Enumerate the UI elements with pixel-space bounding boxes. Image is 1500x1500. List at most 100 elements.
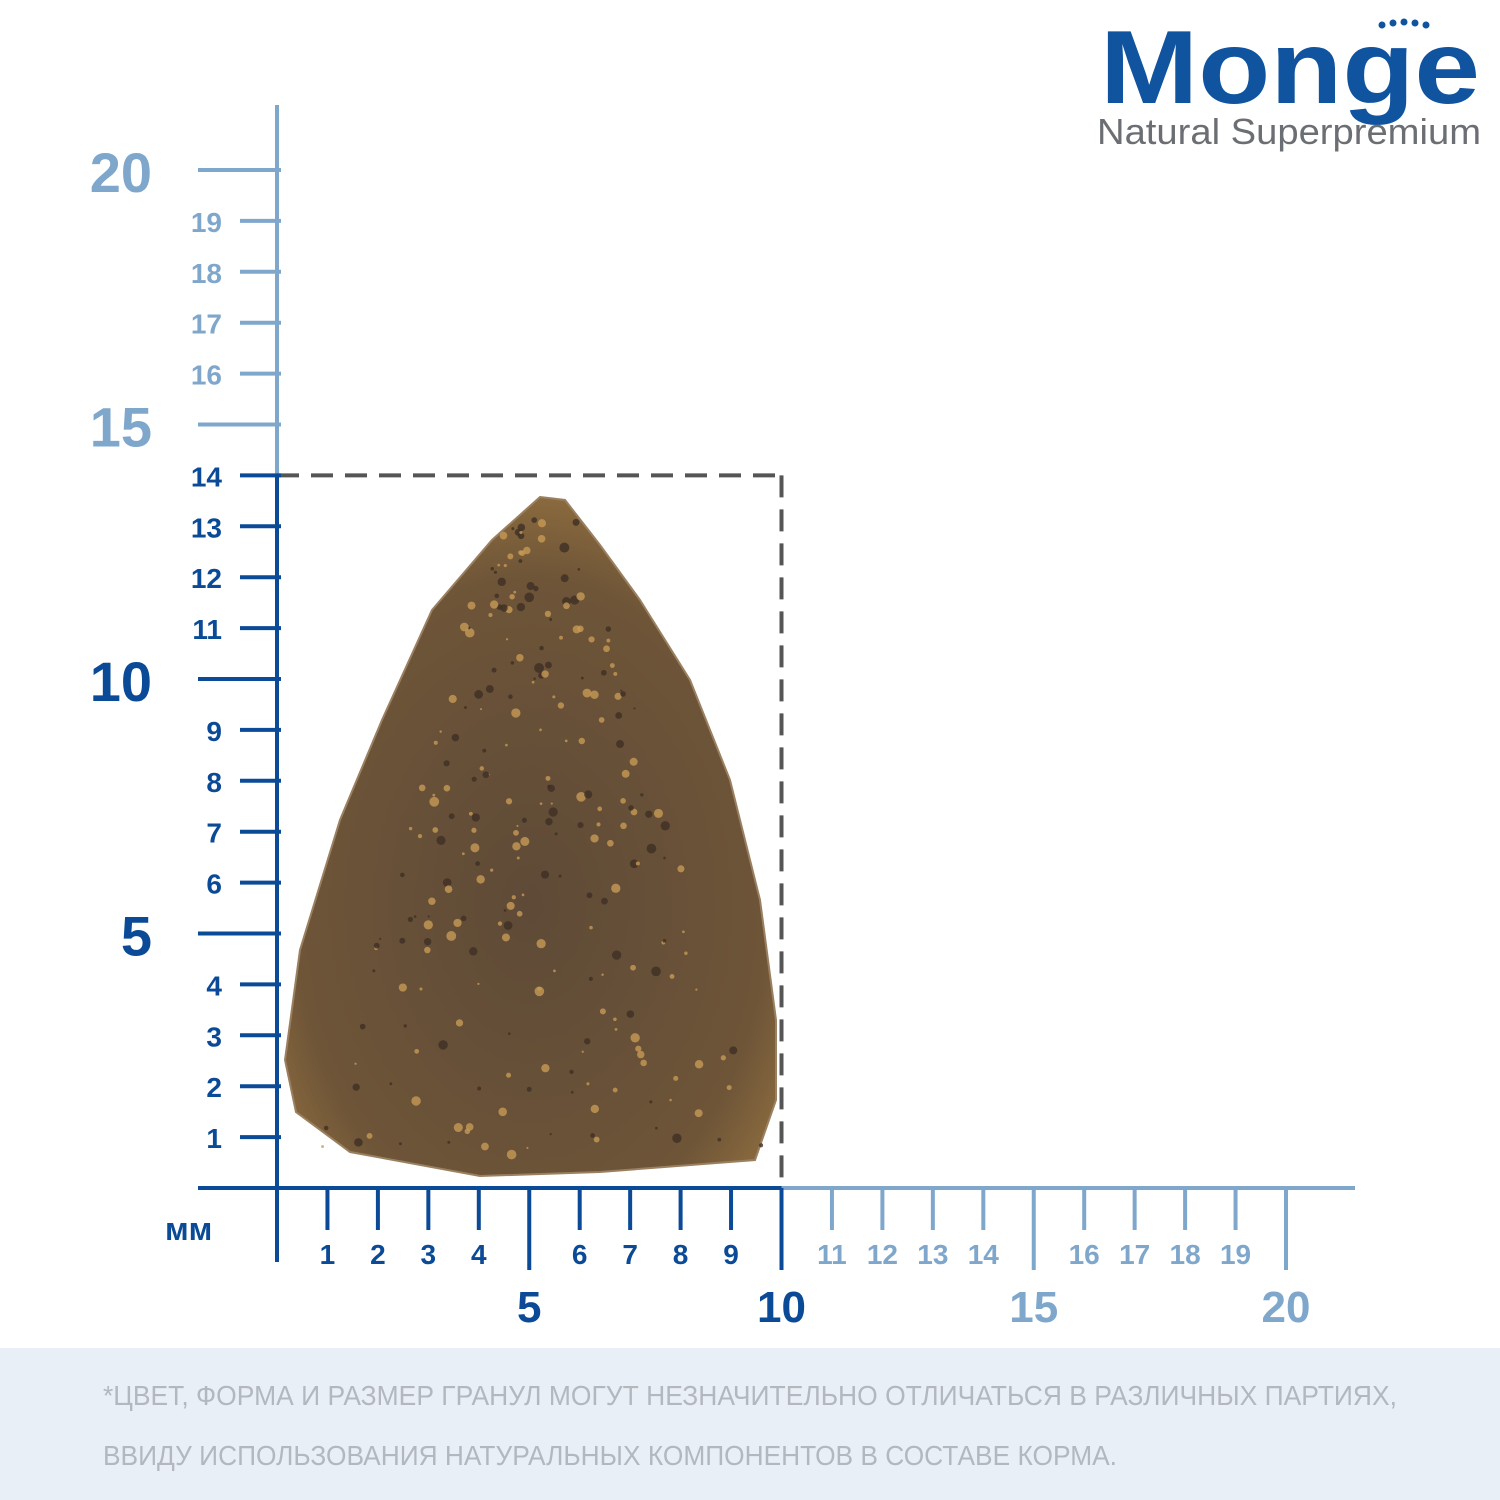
speckle [672,1133,682,1143]
speckle [505,1072,512,1078]
y-tick-label: 15 [90,396,152,459]
speckle [581,1050,584,1053]
brand: Monge [1100,10,1480,126]
speckle [506,901,515,910]
speckle [537,519,547,528]
y-tick-label: 2 [206,1072,222,1103]
speckle [533,585,539,592]
y-tick-label: 17 [191,309,222,340]
speckle [720,1055,726,1061]
speckle [497,577,506,587]
speckle [439,730,442,733]
speckle [630,1033,640,1043]
speckle [559,635,563,640]
speckle [570,1090,574,1094]
y-tick-label: 18 [191,258,222,289]
speckle [694,1060,704,1069]
speckle [465,628,475,638]
speckle [372,969,376,973]
speckle [534,663,545,673]
speckle [423,937,432,946]
speckle [577,821,584,829]
speckle [432,827,439,833]
speckle [427,915,430,918]
speckle [729,1046,738,1055]
y-tick-label: 11 [192,614,222,645]
speckle [558,874,562,878]
y-tick-label: 14 [191,461,223,492]
speckle [669,974,675,979]
speckle [590,690,599,699]
speckle [354,1062,357,1065]
speckle [611,883,621,893]
speckle [470,843,480,853]
speckle [526,1146,529,1149]
speckle [475,861,481,866]
speckle [590,834,599,843]
speckle [448,694,457,704]
speckle [572,625,581,634]
speckle [549,1132,552,1136]
speckle [607,839,614,847]
speckle [600,669,607,676]
speckle [539,645,544,651]
y-tick-label: 4 [206,970,222,1001]
speckle [461,852,465,856]
speckle [373,942,380,949]
speckle [469,947,478,956]
speckle [471,827,477,833]
speckle [620,689,623,692]
speckle [477,1086,482,1091]
speckle [507,1032,511,1036]
x-tick-label: 19 [1220,1239,1251,1270]
speckle [629,757,638,766]
speckle [411,1096,421,1106]
speckle [663,856,666,860]
speckle [564,739,568,743]
speckle [500,604,508,612]
speckle [633,707,636,710]
speckle [601,973,604,976]
speckle [545,817,553,826]
speckle [553,969,556,973]
speckle [471,813,480,822]
speckle [654,1126,658,1130]
speckle [498,1107,507,1117]
y-tick-label: 10 [90,650,152,713]
speckle [572,518,580,526]
footer-band [0,1348,1500,1500]
speckle [541,1063,550,1073]
speckle [545,661,552,669]
speckle [590,1133,595,1138]
speckle [482,748,487,753]
unit-label: мм [165,1211,212,1247]
tagline: Natural Superpremium [1097,111,1481,152]
speckle [490,567,494,571]
x-tick-label: 1 [320,1239,336,1270]
speckle [613,1017,617,1022]
speckle [446,931,457,941]
speckle [531,680,535,684]
speckle [517,523,526,532]
speckle [505,743,508,747]
speckle [474,690,484,699]
speckle [694,1109,703,1118]
speckle [389,1082,393,1086]
speckle [501,933,510,942]
speckle [662,938,667,943]
speckle [366,1133,373,1139]
speckle [403,1024,407,1028]
x-tick-label: 20 [1262,1283,1311,1332]
speckle [726,1085,732,1091]
speckle [548,807,558,817]
speckle [601,897,608,905]
speckle [507,553,514,560]
speckle [511,708,521,718]
speckle [467,601,476,610]
speckle [490,868,494,872]
y-tick-label: 7 [206,818,222,849]
speckle [513,590,517,594]
speckle [524,592,535,603]
speckle [323,1125,329,1131]
